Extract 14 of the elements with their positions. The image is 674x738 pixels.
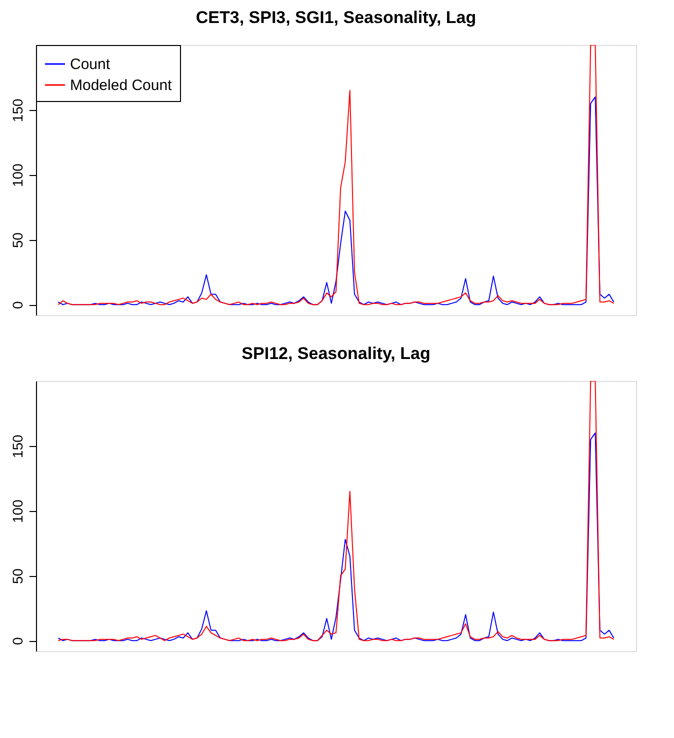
y-tick-label: 150 (10, 434, 26, 458)
y-tick-label: 100 (10, 163, 26, 187)
line-series (58, 381, 614, 642)
chart-title: CET3, SPI3, SGI1, Seasonality, Lag (196, 8, 476, 27)
y-tick-label: 0 (10, 301, 26, 310)
chart-title: SPI12, Seasonality, Lag (242, 344, 430, 363)
legend-label: Modeled Count (70, 77, 173, 94)
y-tick-label: 150 (10, 98, 26, 122)
y-tick-label: 50 (10, 568, 26, 584)
y-tick-label: 50 (10, 232, 26, 248)
legend-label: Count (70, 56, 111, 73)
y-tick-label: 0 (10, 637, 26, 646)
line-series (58, 45, 614, 306)
y-tick-label: 100 (10, 499, 26, 523)
